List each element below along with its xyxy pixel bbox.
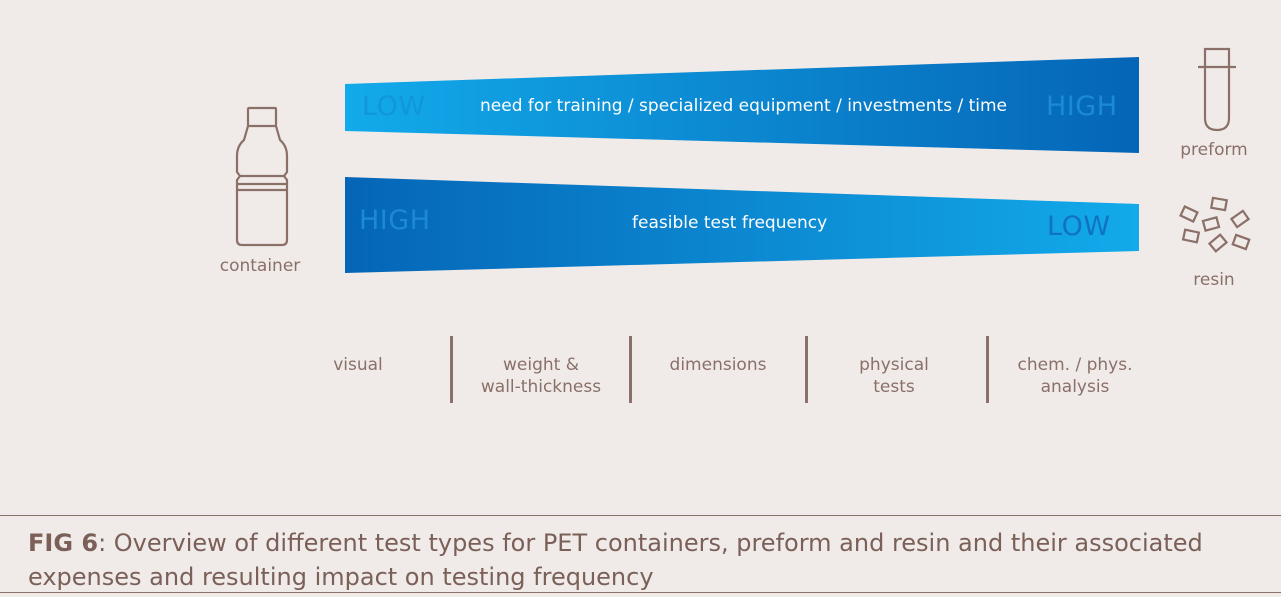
category-divider bbox=[629, 336, 632, 403]
resin-label: resin bbox=[1193, 270, 1235, 290]
wedge-bottom-label: feasible test frequency bbox=[632, 213, 828, 233]
figure-caption: FIG 6: Overview of different test types … bbox=[28, 526, 1248, 594]
preform-icon bbox=[1198, 47, 1236, 132]
resin-pellets-icon bbox=[1179, 196, 1251, 253]
category-physical-tests: physical tests bbox=[859, 355, 929, 397]
category-chem-phys-analysis: chem. / phys. analysis bbox=[1017, 355, 1133, 397]
wedges bbox=[235, 47, 1251, 273]
container-label: container bbox=[219, 256, 301, 276]
category-divider bbox=[986, 336, 989, 403]
wedge-bottom-left-level: HIGH bbox=[359, 205, 431, 236]
bottle-icon bbox=[235, 106, 289, 247]
wedge-bottom-shape bbox=[345, 177, 1139, 273]
category-weight-wall-thickness: weight & wall-thickness bbox=[480, 355, 602, 397]
diagram: LOW need for training / specialized equi… bbox=[219, 47, 1251, 403]
figure-caption-text: : Overview of different test types for P… bbox=[28, 529, 1203, 591]
wedge-top-label: need for training / specialized equipmen… bbox=[480, 96, 1008, 116]
preform-label: preform bbox=[1180, 140, 1248, 160]
wedge-top-right-level: HIGH bbox=[1046, 91, 1118, 122]
figure-number: FIG 6 bbox=[28, 529, 99, 557]
wedge-bottom-right-level: LOW bbox=[1047, 211, 1111, 242]
wedge-top-left-level: LOW bbox=[362, 91, 426, 122]
wedge-top-shape bbox=[345, 57, 1139, 153]
figure-caption-box: FIG 6: Overview of different test types … bbox=[0, 515, 1281, 593]
category-dimensions: dimensions bbox=[669, 355, 767, 375]
category-divider bbox=[450, 336, 453, 403]
category-visual: visual bbox=[333, 355, 383, 375]
category-divider bbox=[805, 336, 808, 403]
